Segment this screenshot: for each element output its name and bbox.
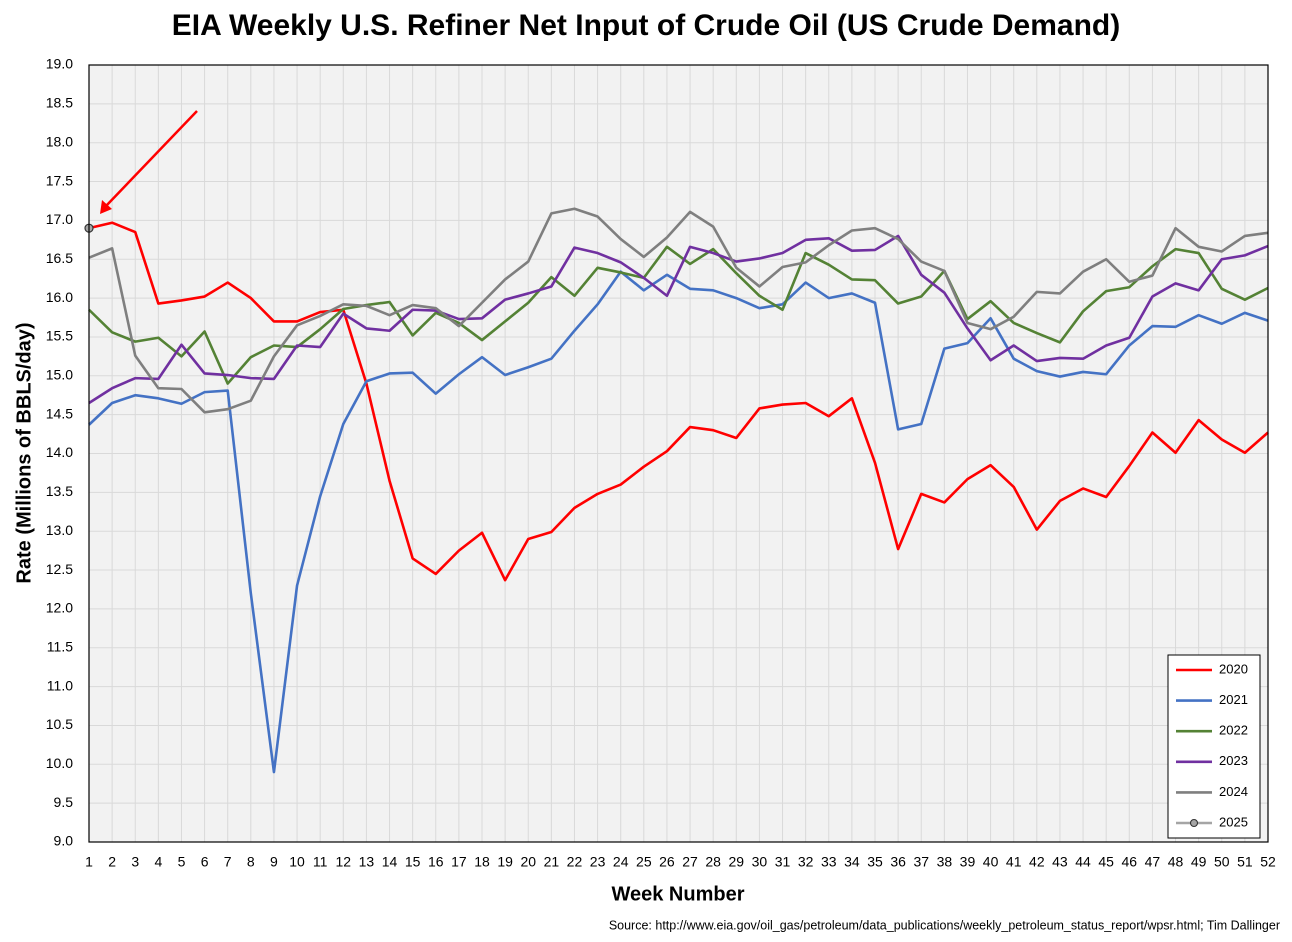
y-tick-label: 10.5 (46, 716, 73, 732)
x-tick-label: 2 (108, 854, 116, 870)
y-tick-label: 17.0 (46, 211, 73, 227)
chart-title: EIA Weekly U.S. Refiner Net Input of Cru… (172, 9, 1120, 42)
y-tick-label: 14.0 (46, 444, 73, 460)
x-tick-label: 5 (178, 854, 186, 870)
x-tick-label: 30 (752, 854, 768, 870)
x-tick-label: 26 (659, 854, 675, 870)
legend-label: 2021 (1219, 692, 1248, 707)
y-tick-label: 9.5 (54, 794, 74, 810)
x-tick-label: 31 (775, 854, 791, 870)
legend (1167, 654, 1261, 839)
x-tick-label: 52 (1260, 854, 1276, 870)
y-tick-label: 10.0 (46, 755, 73, 771)
x-tick-label: 8 (247, 854, 255, 870)
x-tick-label: 20 (520, 854, 536, 870)
y-tick-label: 18.0 (46, 133, 73, 149)
x-tick-label: 9 (270, 854, 278, 870)
series-line (88, 245, 1269, 385)
x-tick-label: 50 (1214, 854, 1230, 870)
y-tick-label: 13.0 (46, 522, 73, 538)
x-tick-label: 33 (821, 854, 837, 870)
x-tick-label: 46 (1122, 854, 1138, 870)
x-tick-label: 22 (567, 854, 583, 870)
plot-border (88, 64, 1269, 843)
y-tick-label: 12.0 (46, 600, 73, 616)
x-tick-label: 4 (154, 854, 162, 870)
x-tick-label: 27 (682, 854, 698, 870)
x-tick-label: 37 (913, 854, 929, 870)
x-tick-label: 24 (613, 854, 629, 870)
legend-label: 2023 (1219, 753, 1248, 768)
x-tick-label: 40 (983, 854, 999, 870)
y-tick-label: 11.5 (47, 638, 73, 654)
x-tick-label: 14 (382, 854, 398, 870)
y-axis-label: Rate (Millions of BBLS/day) (13, 322, 35, 583)
y-tick-label: 9.0 (54, 833, 74, 849)
x-tick-label: 11 (313, 854, 328, 870)
x-tick-label: 47 (1145, 854, 1161, 870)
annotation-arrowhead (100, 200, 112, 214)
x-tick-label: 41 (1006, 854, 1022, 870)
legend-label: 2020 (1219, 661, 1248, 676)
x-tick-label: 51 (1237, 854, 1253, 870)
legend-label: 2024 (1219, 784, 1248, 799)
x-tick-label: 32 (798, 854, 814, 870)
y-tick-label: 14.5 (46, 405, 73, 421)
series-line (88, 207, 1269, 414)
y-tick-label: 11.0 (47, 677, 73, 693)
annotation-arrow (105, 110, 198, 207)
x-tick-label: 42 (1029, 854, 1045, 870)
series-line (88, 234, 1269, 405)
legend-label: 2025 (1219, 814, 1248, 829)
x-tick-label: 16 (428, 854, 444, 870)
x-tick-label: 3 (131, 854, 139, 870)
x-tick-label: 43 (1052, 854, 1068, 870)
x-tick-label: 10 (289, 854, 305, 870)
y-tick-label: 18.5 (46, 95, 73, 111)
y-tick-label: 16.0 (46, 289, 73, 305)
x-tick-label: 35 (867, 854, 883, 870)
y-tick-label: 16.5 (46, 250, 73, 266)
x-tick-label: 6 (201, 854, 209, 870)
x-tick-label: 19 (497, 854, 513, 870)
series-line (88, 270, 1269, 774)
y-tick-label: 13.5 (46, 483, 73, 499)
x-tick-label: 17 (451, 854, 467, 870)
x-tick-label: 21 (544, 854, 560, 870)
x-tick-label: 39 (960, 854, 976, 870)
x-tick-label: 44 (1075, 854, 1091, 870)
x-tick-label: 15 (405, 854, 421, 870)
x-tick-label: 34 (844, 854, 860, 870)
legend-marker (1189, 818, 1199, 828)
x-tick-label: 12 (336, 854, 352, 870)
x-tick-label: 1 (85, 854, 93, 870)
y-tick-label: 15.5 (46, 328, 73, 344)
x-tick-label: 36 (890, 854, 906, 870)
x-tick-label: 28 (705, 854, 721, 870)
legend-label: 2022 (1219, 723, 1248, 738)
x-tick-label: 49 (1191, 854, 1207, 870)
x-tick-label: 29 (729, 854, 745, 870)
x-tick-label: 48 (1168, 854, 1184, 870)
y-tick-label: 12.5 (46, 561, 73, 577)
y-tick-label: 17.5 (46, 172, 73, 188)
y-tick-label: 19.0 (46, 56, 73, 72)
series-line (88, 221, 1269, 582)
x-axis-label: Week Number (611, 883, 744, 905)
y-tick-label: 15.0 (46, 367, 73, 383)
x-tick-label: 13 (359, 854, 375, 870)
source-note: Source: http://www.eia.gov/oil_gas/petro… (609, 918, 1280, 932)
x-tick-label: 7 (224, 854, 232, 870)
x-tick-label: 23 (590, 854, 606, 870)
x-tick-label: 38 (937, 854, 953, 870)
x-tick-label: 25 (636, 854, 652, 870)
x-tick-label: 45 (1098, 854, 1114, 870)
x-tick-label: 18 (474, 854, 490, 870)
